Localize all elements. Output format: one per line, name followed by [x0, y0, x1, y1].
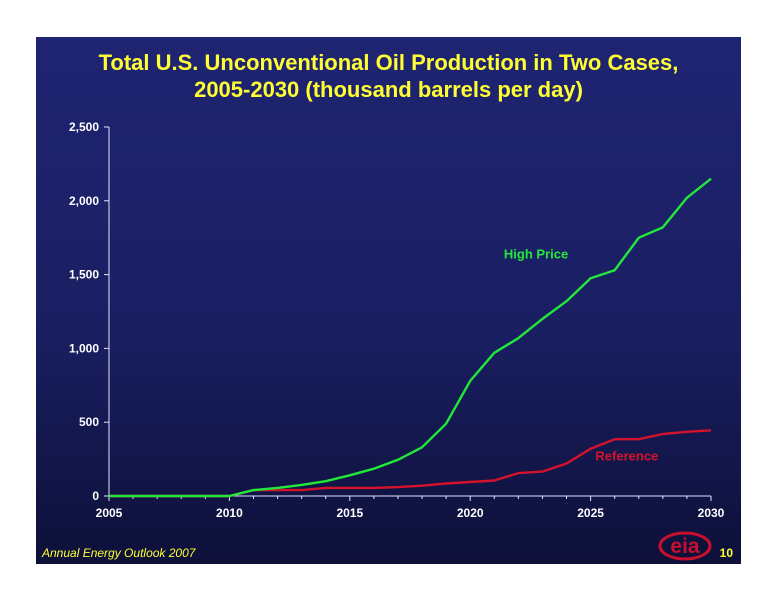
chart-title-line1: Total U.S. Unconventional Oil Production…: [98, 50, 679, 75]
x-tick-label: 2015: [336, 506, 363, 520]
chart-title: Total U.S. Unconventional Oil Production…: [36, 49, 741, 103]
y-tick-label: 500: [79, 415, 99, 429]
x-tick-label: 2010: [216, 506, 243, 520]
y-tick-label: 1,500: [69, 268, 99, 282]
footer-source: Annual Energy Outlook 2007: [42, 546, 196, 560]
eia-logo: eia: [658, 531, 712, 561]
svg-text:eia: eia: [670, 535, 700, 558]
x-tick-label: 2005: [96, 506, 123, 520]
y-tick-label: 2,500: [69, 120, 99, 134]
chart-title-line2: 2005-2030 (thousand barrels per day): [194, 77, 583, 102]
slide: Total U.S. Unconventional Oil Production…: [36, 37, 741, 564]
line-chart: 2005 2010 2015 2020 2025 2030 0 500 1,000 1,500 2,…: [69, 120, 725, 520]
x-tick-label: 2020: [457, 506, 484, 520]
series-label-reference: Reference: [595, 449, 658, 464]
y-tick-label: 0: [92, 489, 99, 503]
page-number: 10: [719, 546, 733, 560]
y-tick-label: 2,000: [69, 194, 99, 208]
x-tick-label: 2025: [577, 506, 604, 520]
y-tick-label: 1,000: [69, 341, 99, 355]
series-line-high-price: [109, 177, 712, 498]
series-label-high-price: High Price: [504, 246, 568, 261]
x-tick-label: 2030: [698, 506, 725, 520]
